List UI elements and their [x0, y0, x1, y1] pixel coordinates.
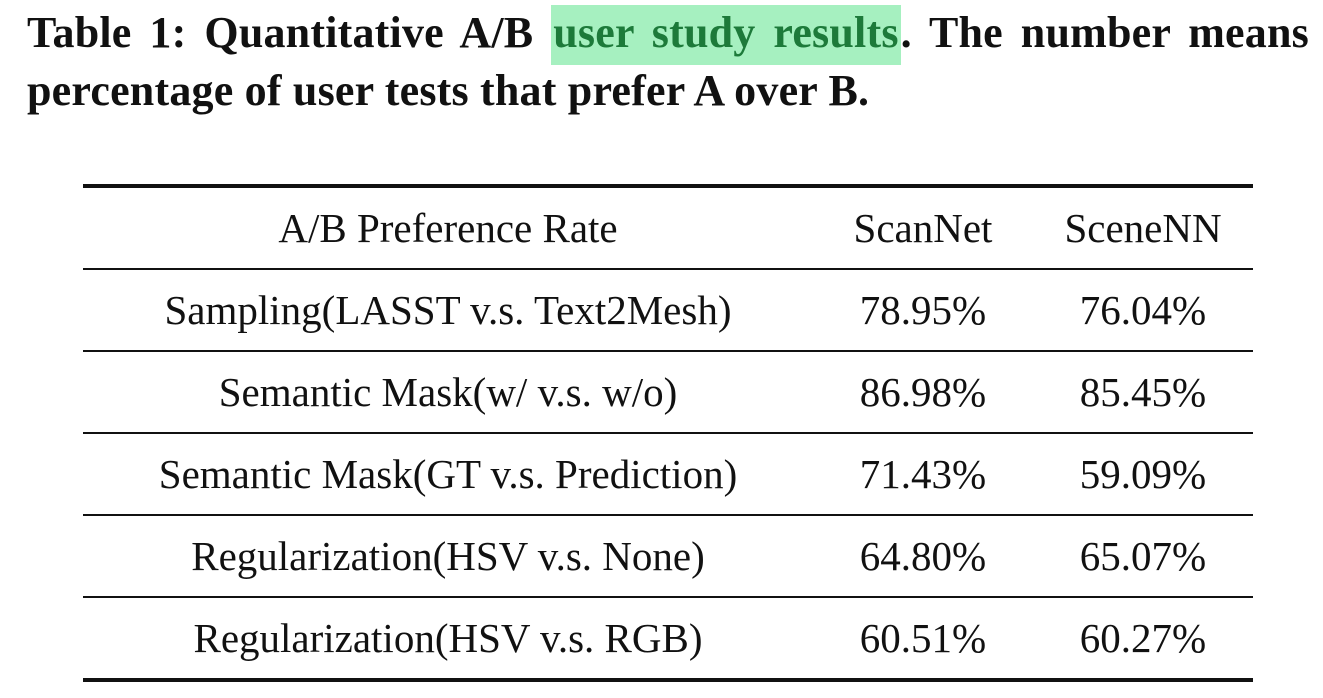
- scenenn-value: 85.45%: [1033, 351, 1253, 434]
- caption-text-before: Quantitative A/B: [204, 8, 534, 57]
- scannet-value: 78.95%: [813, 269, 1033, 352]
- table-row: Semantic Mask(w/ v.s. w/o) 86.98% 85.45%: [83, 351, 1253, 434]
- row-label: Semantic Mask(w/ v.s. w/o): [83, 351, 813, 434]
- row-label: Semantic Mask(GT v.s. Prediction): [83, 433, 813, 516]
- table-caption: Table 1: Quantitative A/B user study res…: [27, 4, 1309, 120]
- table-row: Regularization(HSV v.s. RGB) 60.51% 60.2…: [83, 597, 1253, 682]
- scenenn-value: 59.09%: [1033, 433, 1253, 516]
- caption-label: Table 1:: [27, 8, 187, 57]
- table-row: Semantic Mask(GT v.s. Prediction) 71.43%…: [83, 433, 1253, 516]
- column-header-preference-rate: A/B Preference Rate: [83, 184, 813, 270]
- row-label: Sampling(LASST v.s. Text2Mesh): [83, 269, 813, 352]
- scannet-value: 71.43%: [813, 433, 1033, 516]
- scannet-value: 60.51%: [813, 597, 1033, 682]
- row-label: Regularization(HSV v.s. None): [83, 515, 813, 598]
- scenenn-value: 65.07%: [1033, 515, 1253, 598]
- column-header-scannet: ScanNet: [813, 184, 1033, 270]
- scannet-value: 64.80%: [813, 515, 1033, 598]
- column-header-scenenn: SceneNN: [1033, 184, 1253, 270]
- scannet-value: 86.98%: [813, 351, 1033, 434]
- scenenn-value: 60.27%: [1033, 597, 1253, 682]
- highlighted-text[interactable]: user study results: [551, 5, 901, 65]
- table-row: Regularization(HSV v.s. None) 64.80% 65.…: [83, 515, 1253, 598]
- row-label: Regularization(HSV v.s. RGB): [83, 597, 813, 682]
- table-row: Sampling(LASST v.s. Text2Mesh) 78.95% 76…: [83, 269, 1253, 352]
- table-header-row: A/B Preference Rate ScanNet SceneNN: [83, 184, 1253, 270]
- preference-table: A/B Preference Rate ScanNet SceneNN Samp…: [83, 184, 1253, 682]
- caption-text-after: . The number means percentage of user te…: [27, 8, 1309, 115]
- scenenn-value: 76.04%: [1033, 269, 1253, 352]
